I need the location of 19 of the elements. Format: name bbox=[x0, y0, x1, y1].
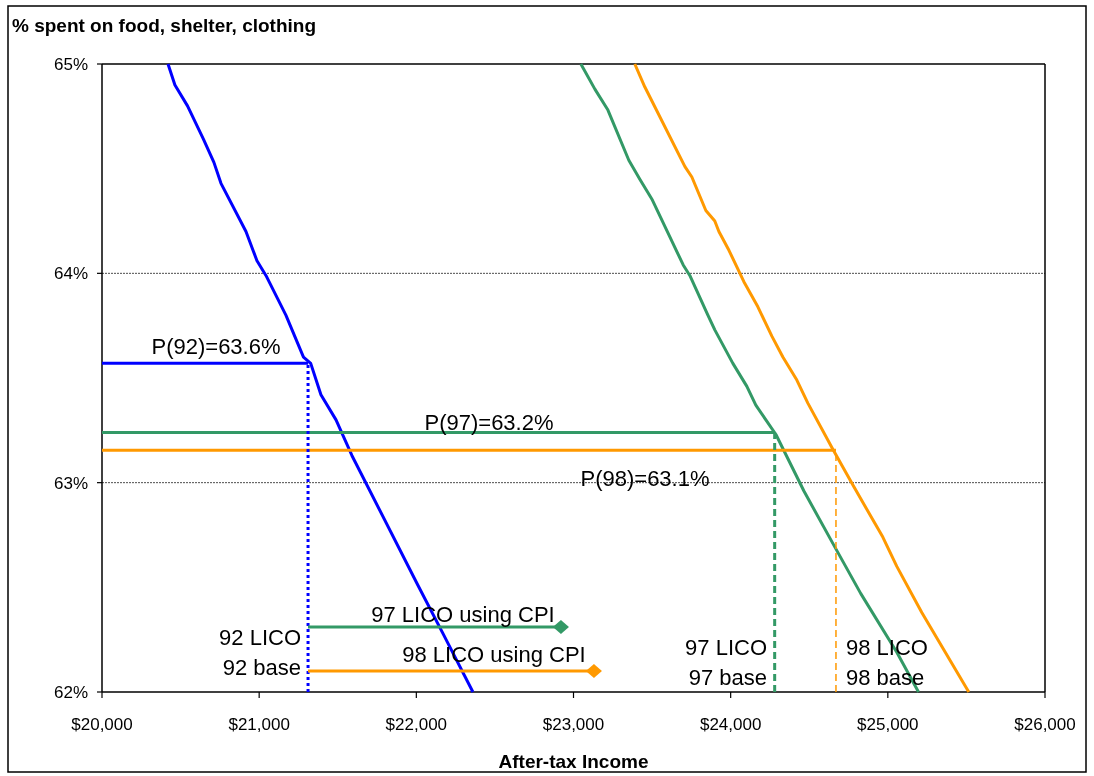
annotation: 92 base bbox=[222, 655, 301, 680]
y-tick-label: 63% bbox=[53, 473, 88, 493]
x-axis-title: After-tax Income bbox=[498, 751, 649, 772]
y-tick-label: 64% bbox=[53, 264, 88, 284]
x-tick-label: $20,000 bbox=[71, 715, 133, 734]
x-tick-label: $22,000 bbox=[385, 715, 448, 734]
x-tick-label: $25,000 bbox=[857, 715, 919, 734]
x-tick-label: $24,000 bbox=[699, 715, 762, 734]
annotation: 97 base bbox=[688, 665, 767, 690]
y-axis-title: % spent on food, shelter, clothing bbox=[12, 15, 317, 36]
annotation: 92 LICO bbox=[219, 625, 301, 650]
x-tick-label: $26,000 bbox=[1014, 715, 1076, 734]
y-tick-label: 65% bbox=[53, 55, 88, 74]
annotation: P(92)=63.6% bbox=[151, 334, 281, 359]
annotation: 97 LICO bbox=[685, 635, 767, 660]
y-tick-label: 62% bbox=[53, 683, 88, 702]
x-tick-label: $21,000 bbox=[228, 715, 290, 734]
annotation: P(97)=63.2% bbox=[424, 410, 554, 435]
x-tick-label: $23,000 bbox=[542, 715, 605, 734]
